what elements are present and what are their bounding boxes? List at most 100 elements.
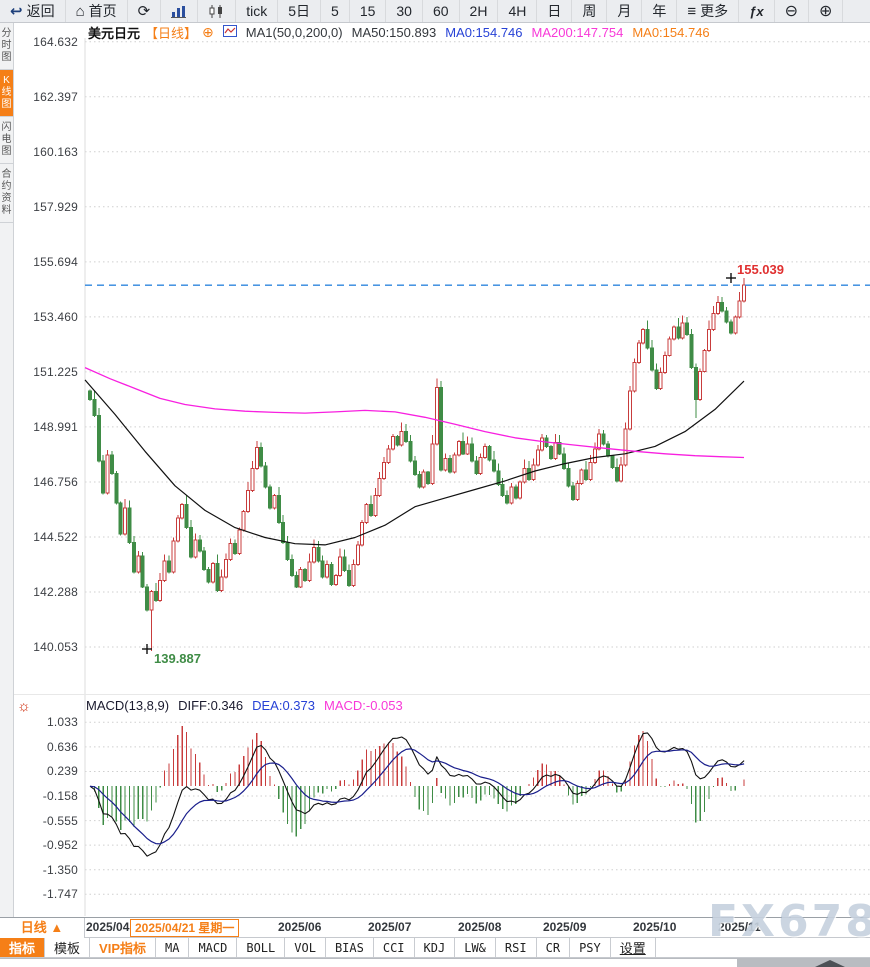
fx-indicator-button[interactable]: ƒx — [739, 0, 775, 22]
tab-contract-info[interactable]: 合约资料 — [0, 164, 13, 223]
period-15-button[interactable]: 15 — [350, 0, 387, 22]
bias-button[interactable]: BIAS — [326, 938, 374, 957]
cci-button[interactable]: CCI — [374, 938, 415, 957]
period-5day-button[interactable]: 5日 — [278, 0, 322, 22]
macd-axis-label: -0.555 — [42, 813, 78, 828]
chart-plot-area[interactable] — [85, 40, 870, 915]
period-4h-button[interactable]: 4H — [498, 0, 538, 22]
macd-axis-label: -1.350 — [42, 862, 78, 877]
indicator-button-label: BIAS — [334, 940, 364, 955]
period-30-button[interactable]: 30 — [386, 0, 423, 22]
ma0-blue-value: MA0:154.746 — [445, 25, 523, 40]
price-axis-label: 144.522 — [33, 529, 78, 544]
candlestick-style-icon — [208, 4, 225, 18]
period-month-button[interactable]: 月 — [607, 0, 643, 22]
macd-diff-value: DIFF:0.346 — [178, 698, 244, 713]
macd-axis-label: -1.747 — [42, 887, 78, 902]
macd-title: MACD(13,8,9) — [86, 698, 170, 713]
toolbar-button-label: 5 — [331, 3, 339, 19]
home-button[interactable]: ⌂ 首页 — [66, 0, 128, 22]
zoom-out-button[interactable]: ⊖ — [775, 0, 809, 22]
vip-indicator-button[interactable]: VIP指标 — [90, 938, 156, 957]
sidebar-tab-char: 闪 — [1, 122, 12, 133]
period-selector[interactable]: 日线 ▲ — [0, 918, 85, 938]
toolbar-button-label: 15 — [359, 3, 376, 19]
indicator-button-label: RSI — [504, 940, 527, 955]
price-axis-label: 148.991 — [33, 419, 78, 434]
template-button[interactable]: 模板 — [45, 938, 91, 957]
refresh-button[interactable]: ⟳ — [128, 0, 162, 22]
indicator-button-label: CCI — [382, 940, 405, 955]
macd-axis-label: 1.033 — [46, 715, 78, 730]
kline-style-button[interactable] — [198, 0, 237, 22]
toolbar-button-label: 5日 — [288, 3, 311, 19]
price-axis-label: 151.225 — [33, 364, 78, 379]
zoom-in-icon: ⊕ — [819, 2, 833, 20]
toolbar-button-label: 周 — [582, 3, 597, 19]
period-60-button[interactable]: 60 — [423, 0, 460, 22]
boll-button[interactable]: BOLL — [237, 938, 286, 957]
zoom-in-button[interactable]: ⊕ — [809, 0, 844, 22]
indicator-settings-icon[interactable]: ☼ — [17, 698, 31, 715]
sidebar-tab-char: 分 — [1, 28, 12, 39]
indicator-button-label: KDJ — [423, 940, 446, 955]
period-tag: 【日线】 — [145, 26, 198, 41]
price-axis-label: 140.053 — [33, 640, 78, 655]
kdj-button[interactable]: KDJ — [415, 938, 456, 957]
indicator-button-label: LW& — [464, 940, 486, 955]
period-week-button[interactable]: 周 — [572, 0, 608, 22]
sidebar-tab-char: 约 — [1, 181, 12, 192]
period-day-button[interactable]: 日 — [537, 0, 573, 22]
scrollbar-track[interactable] — [737, 959, 870, 967]
x-axis-date-label: 2025/09 — [543, 920, 587, 934]
home-icon: ⌂ — [75, 3, 85, 20]
ma-button[interactable]: MA — [156, 938, 190, 957]
price-axis-label: 160.163 — [33, 144, 78, 159]
lwr-button[interactable]: LW& — [455, 938, 496, 957]
sidebar-tab-char: 图 — [1, 146, 12, 157]
indicator-button-label: VOL — [294, 940, 316, 955]
psy-button[interactable]: PSY — [570, 938, 611, 957]
bottom-scrollbar[interactable] — [0, 958, 870, 967]
toolbar-button-label: 更多 — [700, 3, 729, 19]
ma-settings-icon[interactable] — [222, 25, 237, 40]
indicator-toolbar: 指标 模板 VIP指标 MA MACD BOLL VOL BIAS CCI KDJ LW& RSI CR… — [0, 938, 870, 958]
cr-button[interactable]: CR — [537, 938, 571, 957]
x-axis-date-label: 2025/06 — [278, 920, 322, 934]
rsi-button[interactable]: RSI — [496, 938, 537, 957]
macd-button[interactable]: MACD — [189, 938, 238, 957]
sidebar-tab-char: K — [3, 75, 10, 86]
ma200-value: MA200:147.754 — [531, 25, 624, 40]
indicator-button-label: CR — [545, 940, 561, 955]
chart-type-button[interactable] — [161, 0, 199, 22]
add-indicator-icon[interactable]: ⊕ — [202, 24, 214, 40]
x-axis-strip: 日线 ▲ 2025/04/21 星期一 2025/04 2025/06 2025/0… — [0, 917, 870, 938]
toolbar-button-label: 返回 — [26, 3, 55, 19]
indicator-button-label: BOLL — [246, 940, 276, 955]
sidebar-tab-char: 电 — [1, 134, 12, 145]
indicator-button-label: MA — [165, 940, 180, 955]
indicator-button[interactable]: 指标 — [0, 938, 46, 957]
toolbar-button-label: 4H — [508, 3, 527, 19]
vol-button[interactable]: VOL — [285, 938, 326, 957]
tab-time-chart[interactable]: 分时图 — [0, 23, 13, 70]
x-axis-date-label: 2025/08 — [458, 920, 502, 934]
indicator-button-label: PSY — [579, 940, 601, 955]
low-price-label: 139.887 — [154, 651, 201, 666]
settings-button[interactable]: 设置 — [611, 938, 656, 957]
price-axis-label: 164.632 — [33, 34, 78, 49]
period-year-button[interactable]: 年 — [642, 0, 678, 22]
back-button[interactable]: ↩ 返回 — [0, 0, 66, 22]
tab-lightning-chart[interactable]: 闪电图 — [0, 117, 13, 164]
period-5-button[interactable]: 5 — [321, 0, 350, 22]
toolbar-button-label: 年 — [652, 3, 667, 19]
toolbar-button-label: 月 — [617, 3, 632, 19]
period-2h-button[interactable]: 2H — [460, 0, 499, 22]
more-button[interactable]: ≡ 更多 — [677, 0, 740, 22]
price-axis-label: 155.694 — [33, 254, 78, 269]
period-tick-button[interactable]: tick — [236, 0, 279, 22]
sidebar-tab-char: 图 — [1, 99, 12, 110]
expand-arrow-icon[interactable] — [815, 960, 845, 967]
